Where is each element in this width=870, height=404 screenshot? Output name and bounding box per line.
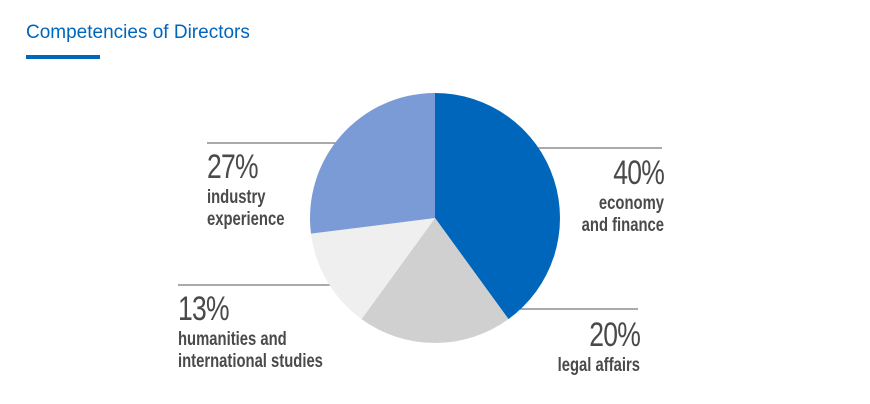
category-label: humanities and international studies [178, 329, 323, 372]
title-underline [26, 55, 100, 59]
value-label: 27% [207, 148, 259, 186]
pie-slice [361, 218, 509, 343]
slice-label: 27% industry experience [207, 148, 294, 231]
slice-label: 20% legal affairs [515, 316, 641, 377]
pie-slice [435, 93, 561, 320]
slice-label: 13% humanities and international studies [178, 290, 338, 373]
category-label: economy and finance [581, 193, 664, 236]
pie-slice [310, 218, 435, 320]
pie-slice [310, 93, 435, 234]
category-label: legal affairs [557, 355, 640, 377]
value-label: 20% [589, 316, 641, 354]
category-label: industry experience [207, 187, 285, 230]
slice-label: 40% economy and finance [577, 154, 665, 237]
value-label: 13% [178, 290, 230, 328]
value-label: 40% [613, 154, 665, 192]
chart-title: Competencies of Directors [26, 22, 250, 43]
